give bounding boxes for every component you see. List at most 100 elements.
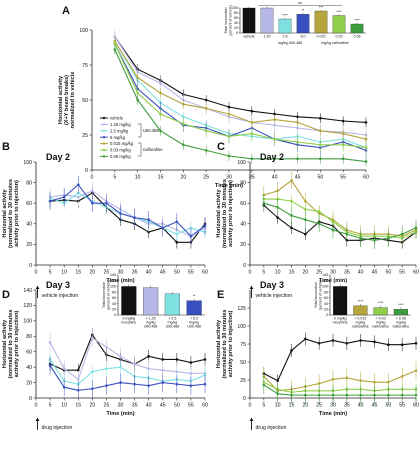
- data-point: [290, 393, 293, 397]
- data-point: [319, 129, 322, 133]
- x-tick-label: 45: [372, 403, 378, 409]
- series-line: [49, 183, 206, 237]
- y-tick-label: 120: [23, 303, 32, 309]
- data-point: [276, 216, 279, 219]
- data-point: [91, 189, 94, 193]
- inset-category-label: mg/kg: [189, 321, 199, 325]
- data-point: [364, 146, 368, 149]
- inset-category-label: 5.0: [301, 35, 306, 39]
- x-tick-label: 40: [272, 175, 278, 181]
- inset-y-tick-label: 60: [234, 16, 238, 20]
- series-line: [50, 190, 206, 237]
- inset-y-tick-label: 20: [324, 307, 328, 311]
- series-line: [114, 40, 367, 140]
- data-point: [400, 343, 404, 347]
- data-point: [400, 232, 404, 236]
- data-point: [91, 387, 94, 391]
- inset-bar: [353, 305, 368, 316]
- inset-y-tick-label: 20: [112, 307, 116, 311]
- panel-letter-a: A: [62, 5, 70, 17]
- data-point: [136, 70, 139, 74]
- data-point: [250, 109, 254, 113]
- x-tick-label: 55: [188, 270, 194, 276]
- data-point: [189, 372, 193, 375]
- panel-letter-b: B: [2, 141, 10, 153]
- data-point: [364, 137, 368, 141]
- data-point: [227, 135, 231, 138]
- series-line: [263, 338, 417, 382]
- inset-y-tick-label: 100: [110, 285, 116, 289]
- x-axis-label-e: Time (min): [319, 411, 347, 417]
- legend-label: 0.03 mg/kg: [110, 148, 131, 153]
- inset-significance: ****: [398, 303, 404, 307]
- inset-bar: [278, 18, 292, 34]
- data-point: [136, 76, 139, 79]
- x-tick-label: 45: [372, 270, 378, 276]
- series-line: [114, 36, 367, 123]
- data-point: [317, 210, 321, 213]
- data-point: [317, 382, 321, 385]
- data-point: [133, 362, 136, 366]
- data-point: [290, 214, 293, 217]
- inset-bar: [143, 287, 159, 316]
- y-tick-label: 80: [240, 180, 246, 186]
- x-axis-label-b: Time (min): [106, 278, 134, 284]
- x-tick-label: 15: [289, 270, 295, 276]
- inset-category-label: U50,488: [187, 325, 201, 329]
- inset-a-ns-label: ns: [298, 1, 302, 5]
- series-line: [49, 359, 206, 385]
- inset-category-label: + 0.015: [354, 317, 366, 321]
- legend-label: 2.5 mg/kg: [110, 128, 129, 133]
- inset-category-label: mg/kg: [355, 321, 365, 325]
- data-point: [364, 121, 368, 124]
- legend-label: 5 mg/kg: [110, 135, 126, 140]
- x-tick-label: 50: [174, 270, 180, 276]
- data-point: [341, 119, 345, 123]
- data-point: [62, 195, 66, 199]
- inset-a-group-nalfurafine: mg/kg nalfurafine: [321, 41, 349, 45]
- data-point: [119, 355, 122, 358]
- x-tick-label: 15: [75, 270, 81, 276]
- data-point: [250, 121, 254, 124]
- inset-category-label: + 5.0: [190, 317, 198, 321]
- x-tick-label: 20: [180, 175, 186, 181]
- data-point: [133, 216, 136, 219]
- inset-bar: [350, 23, 364, 34]
- x-tick-label: 5: [49, 270, 52, 276]
- y-axis-label-e: Horizontal activity: [216, 319, 222, 368]
- data-point: [373, 340, 376, 344]
- data-point: [105, 201, 108, 205]
- data-point: [182, 102, 185, 106]
- data-point: [262, 383, 266, 387]
- data-point: [296, 115, 299, 119]
- vehicle-injection-arrow-c-head: [249, 286, 254, 289]
- x-axis-label-d: Time (min): [106, 411, 134, 417]
- series-line: [263, 198, 417, 239]
- inset-category-label: mg/kg: [167, 321, 177, 325]
- inset-bar: [164, 293, 180, 316]
- legend-bracket: [138, 123, 142, 138]
- data-point: [136, 98, 139, 102]
- inset-y-tick-label: 60: [324, 296, 328, 300]
- data-point: [276, 379, 279, 383]
- inset-y-label: (percent of vehicle): [107, 280, 111, 311]
- x-tick-label: 20: [302, 403, 308, 409]
- y-axis-label-b: (normalized to 30 minutes: [8, 179, 14, 248]
- inset-category-label: 0.06: [354, 35, 361, 39]
- x-tick-label: 45: [160, 270, 166, 276]
- inset-significance: ***: [319, 5, 324, 9]
- data-point: [304, 208, 307, 211]
- x-tick-label: 40: [146, 270, 152, 276]
- inset-y-label: Total locomotion: [224, 8, 228, 34]
- data-point: [113, 42, 117, 46]
- x-tick-label: 50: [317, 175, 323, 181]
- legend-marker: [102, 142, 106, 145]
- data-point: [319, 116, 322, 120]
- inset-y-tick-label: 40: [112, 302, 116, 306]
- data-point: [133, 382, 136, 386]
- y-tick-label: 60: [26, 350, 32, 356]
- data-point: [91, 336, 94, 340]
- x-tick-label: 10: [135, 175, 141, 181]
- data-point: [91, 201, 94, 205]
